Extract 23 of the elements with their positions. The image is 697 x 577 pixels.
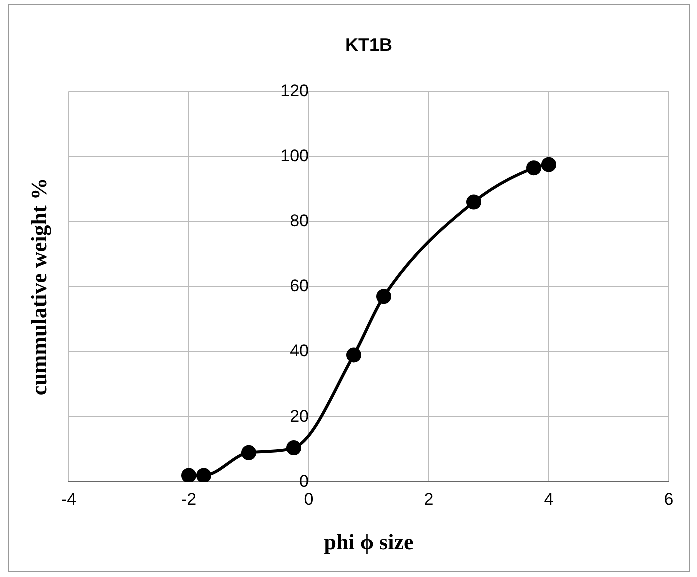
y-tick-label: 100 [280, 146, 309, 166]
point [346, 348, 362, 363]
y-tick-label: 20 [290, 406, 309, 426]
point [376, 289, 392, 304]
x-tick-label: 2 [424, 490, 434, 510]
point [196, 468, 212, 482]
point [286, 440, 302, 456]
y-tick-label: 40 [290, 342, 309, 361]
point [466, 194, 482, 210]
x-axis-title: phi ϕ size [324, 529, 414, 554]
point [182, 468, 196, 482]
x-tick-label: 4 [544, 490, 554, 510]
y-tick-label: 120 [280, 81, 309, 100]
point [542, 157, 556, 172]
point [526, 160, 542, 176]
point [242, 445, 256, 460]
x-tick-label: -4 [61, 490, 77, 510]
chart-title: KT1B [345, 34, 393, 55]
y-tick-label: 60 [290, 276, 309, 296]
x-tick-label: 6 [664, 490, 674, 510]
y-axis-title: cummulative weight % [26, 178, 52, 396]
y-tick-label: 80 [290, 211, 309, 230]
x-tick-label: -2 [181, 490, 197, 510]
